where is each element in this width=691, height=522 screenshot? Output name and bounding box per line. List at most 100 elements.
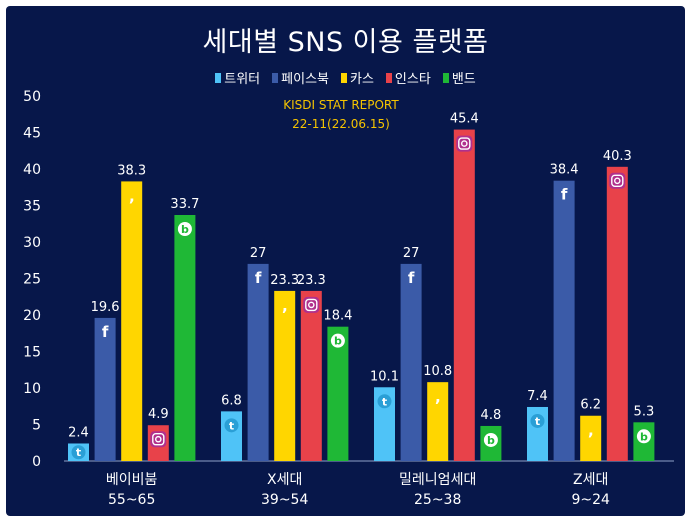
kakaostory-icon: ‚: [282, 296, 288, 315]
value-label: 38.4: [550, 163, 579, 178]
legend-label-facebook: 페이스북: [281, 72, 329, 87]
twitter-icon: t: [530, 413, 545, 428]
bar: [427, 382, 449, 461]
value-label: 4.9: [148, 407, 169, 422]
legend-label-instagram: 인스타: [394, 72, 431, 87]
y-tick-label: 10: [23, 381, 41, 397]
svg-text:‚: ‚: [435, 387, 441, 406]
bar: [300, 290, 322, 461]
value-label: 10.8: [423, 364, 452, 379]
category-label: 밀레니엄세대: [399, 472, 476, 488]
band-icon: b: [177, 221, 192, 236]
chart-legend: 트위터 페이스북 카스 인스타 밴드: [6, 68, 685, 87]
kakaostory-icon: ‚: [435, 387, 441, 406]
y-tick-label: 35: [23, 199, 41, 215]
svg-text:b: b: [181, 223, 189, 236]
value-label: 4.8: [481, 408, 502, 423]
instagram-icon: [303, 296, 320, 313]
y-tick-label: 5: [32, 418, 41, 434]
legend-item-instagram: 인스타: [385, 68, 431, 87]
bar: [580, 415, 602, 461]
value-label: 19.6: [91, 300, 120, 315]
value-label: 2.4: [68, 425, 89, 440]
y-tick-label: 45: [23, 126, 41, 142]
svg-text:b: b: [487, 434, 495, 447]
legend-label-kakaostory: 카스: [350, 72, 374, 87]
value-label: 40.3: [603, 149, 632, 164]
bar: [606, 166, 628, 461]
bar-chart-plot: 0 5 10 15 20 25 30 35 40 45 50 t 2.4 f 19.6 ‚ 38.3 4.9 b 33…: [23, 89, 674, 508]
y-tick-label: 50: [23, 89, 41, 105]
kakaostory-icon: ‚: [129, 186, 135, 205]
svg-text:t: t: [382, 395, 387, 408]
twitter-icon: t: [71, 445, 86, 460]
svg-text:f: f: [408, 269, 415, 287]
bar: [453, 129, 475, 461]
source-line-2: 22-11(22.06.15): [292, 117, 390, 131]
twitter-icon: t: [377, 394, 392, 409]
bar: [274, 290, 296, 461]
bar: [121, 181, 143, 461]
legend-item-kakaostory: 카스: [341, 68, 374, 87]
bar-group: t 6.8 f 27 ‚ 23.323.3 b 18.4 X세대 39~54: [221, 246, 352, 508]
legend-swatch-twitter: [215, 72, 222, 83]
bar-group: t 10.1 f 27 ‚ 10.8 45.4 b 4.8 밀레니엄세대 25~38: [370, 112, 502, 508]
svg-text:‚: ‚: [129, 186, 135, 205]
facebook-icon: f: [102, 323, 109, 341]
bar-group: t 2.4 f 19.6 ‚ 38.3 4.9 b 33.7 베이비붐 55~65: [68, 163, 199, 508]
svg-text:f: f: [561, 186, 568, 204]
category-sublabel: 25~38: [414, 492, 461, 508]
svg-text:t: t: [229, 419, 234, 432]
svg-text:‚: ‚: [282, 296, 288, 315]
bar: [400, 263, 422, 461]
category-sublabel: 39~54: [261, 492, 308, 508]
legend-item-band: 밴드: [442, 68, 476, 87]
bar: [94, 317, 116, 461]
chart-title: 세대별 SNS 이용 플랫폼: [202, 27, 489, 58]
kakaostory-icon: ‚: [588, 421, 594, 440]
chart-frame: 세대별 SNS 이용 플랫폼 트위터 페이스북 카스 인스타 밴드 KISDI …: [6, 6, 685, 516]
y-tick-label: 25: [23, 272, 41, 288]
bar: [247, 263, 269, 461]
svg-text:t: t: [535, 415, 540, 428]
band-icon: b: [330, 333, 345, 348]
value-label: 18.4: [323, 309, 352, 324]
svg-text:t: t: [76, 446, 81, 459]
bar-group: t 7.4 f 38.4 ‚ 6.2 40.3 b 5.3 Z세대 9~24: [527, 149, 655, 508]
legend-label-twitter: 트위터: [224, 72, 261, 87]
category-label: Z세대: [573, 472, 608, 488]
value-label: 10.1: [370, 369, 399, 384]
chart-source-note: KISDI STAT REPORT 22-11(22.06.15): [261, 96, 421, 134]
value-label: 38.3: [117, 163, 146, 178]
source-line-1: KISDI STAT REPORT: [283, 98, 399, 112]
svg-text:f: f: [255, 269, 262, 287]
category-label: X세대: [267, 472, 302, 488]
legend-swatch-band: [442, 72, 449, 83]
value-label: 6.8: [221, 393, 242, 408]
instagram-icon: [456, 135, 473, 152]
y-tick-label: 0: [32, 454, 41, 470]
svg-text:f: f: [102, 323, 109, 341]
y-tick-label: 20: [23, 308, 41, 324]
legend-swatch-instagram: [385, 72, 392, 83]
value-label: 23.3: [270, 273, 299, 288]
twitter-icon: t: [224, 418, 239, 433]
facebook-icon: f: [561, 186, 568, 204]
category-sublabel: 55~65: [108, 492, 155, 508]
legend-item-facebook: 페이스북: [272, 68, 329, 87]
instagram-icon: [609, 172, 626, 189]
svg-text:b: b: [334, 335, 342, 348]
value-label: 5.3: [634, 404, 655, 419]
value-label: 45.4: [450, 112, 479, 127]
value-label: 23.3: [297, 273, 326, 288]
legend-item-twitter: 트위터: [215, 68, 260, 87]
facebook-icon: f: [255, 269, 262, 287]
y-tick-label: 15: [23, 345, 41, 361]
facebook-icon: f: [408, 269, 415, 287]
instagram-icon: [150, 431, 167, 448]
value-label: 33.7: [170, 197, 199, 212]
legend-swatch-kakaostory: [341, 72, 347, 83]
svg-text:‚: ‚: [588, 421, 594, 440]
legend-label-band: 밴드: [451, 72, 476, 87]
bar: [174, 214, 196, 461]
